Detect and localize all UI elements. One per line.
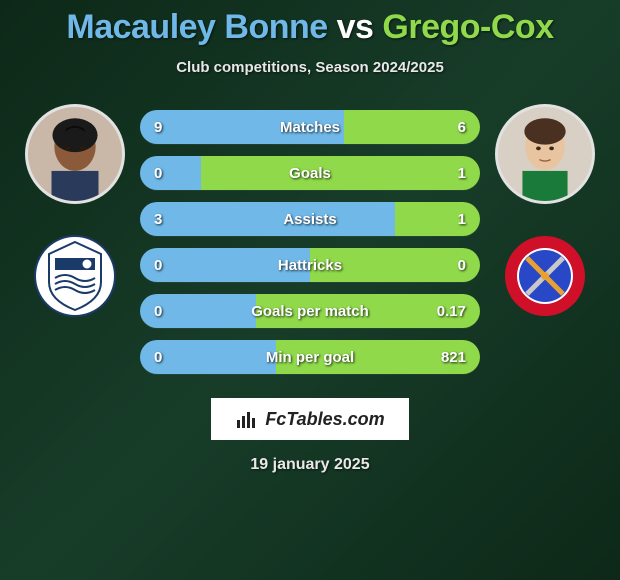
stat-row: 0Min per goal821	[140, 340, 480, 374]
stat-bar-right	[344, 110, 480, 144]
stat-row: 0Goals1	[140, 156, 480, 190]
stat-row: 9Matches6	[140, 110, 480, 144]
player2-name: Grego-Cox	[382, 8, 553, 46]
stat-bar-left	[140, 110, 344, 144]
left-column	[20, 104, 130, 318]
watermark-text: FcTables.com	[265, 409, 384, 430]
player1-photo	[25, 104, 125, 204]
southend-united-badge	[33, 234, 117, 318]
stat-row: 3Assists1	[140, 202, 480, 236]
vs-text: vs	[337, 8, 374, 46]
stat-bar-right	[310, 248, 480, 282]
player1-name: Macauley Bonne	[66, 8, 327, 46]
watermark: FcTables.com	[211, 398, 408, 440]
dagenham-redbridge-badge	[503, 234, 587, 318]
stat-bar-left	[140, 202, 395, 236]
subtitle: Club competitions, Season 2024/2025	[176, 59, 444, 76]
stat-bar-right	[395, 202, 480, 236]
stat-bar-left	[140, 156, 201, 190]
infographic-date: 19 january 2025	[250, 456, 369, 474]
stat-row: 0Hattricks0	[140, 248, 480, 282]
chart-icon	[235, 408, 257, 430]
stat-bar-left	[140, 340, 276, 374]
right-column	[490, 104, 600, 318]
comparison-title: Macauley Bonne vs Grego-Cox	[66, 8, 553, 47]
comparison-body: 9Matches6 0Goals1 3Assists1 0Hattricks0 0Goa…	[0, 104, 620, 374]
stat-bar-right	[256, 294, 480, 328]
player2-photo	[495, 104, 595, 204]
stat-bar-left	[140, 294, 256, 328]
stat-bar-right	[276, 340, 480, 374]
stat-row: 0Goals per match0.17	[140, 294, 480, 328]
stat-bar-right	[201, 156, 480, 190]
stat-bars: 9Matches6 0Goals1 3Assists1 0Hattricks0 0Goa…	[140, 104, 480, 374]
stat-bar-left	[140, 248, 310, 282]
